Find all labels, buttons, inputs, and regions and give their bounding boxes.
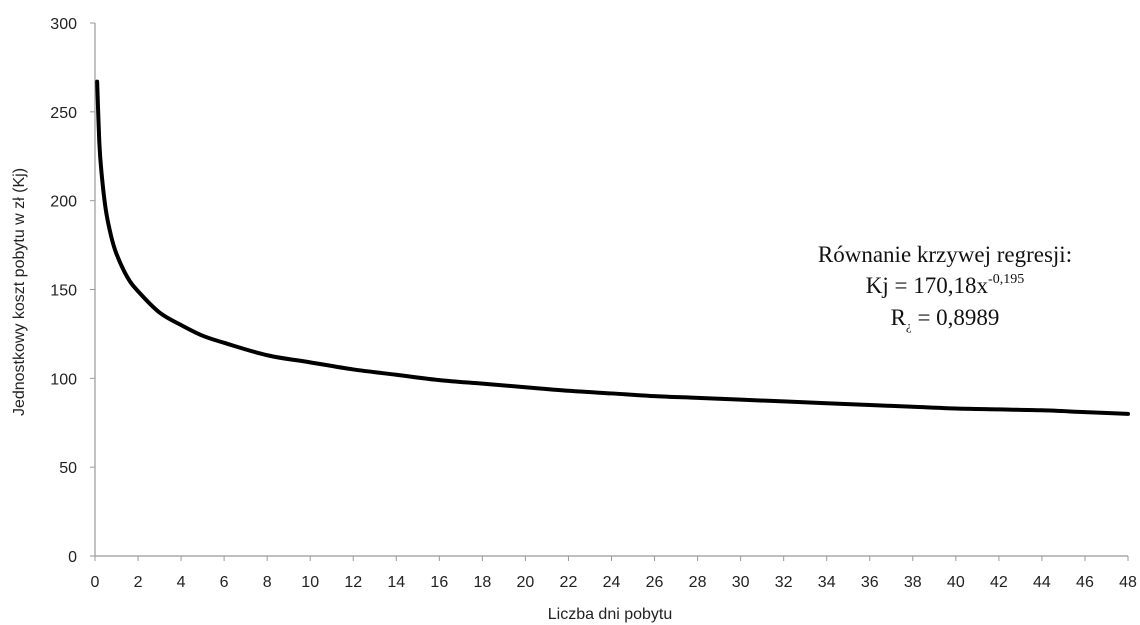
x-tick-label: 24 [603, 574, 621, 591]
x-tick-label: 16 [430, 574, 448, 591]
annotation-title: Równanie krzywej regresji: [818, 242, 1072, 267]
y-tick-label: 100 [50, 371, 77, 388]
r-value: = 0,8989 [912, 305, 1000, 330]
y-axis-ticks: 0 50 100 150 200 250 300 [50, 16, 95, 566]
x-tick-label: 32 [775, 574, 793, 591]
x-tick-label: 10 [301, 574, 319, 591]
x-tick-label: 26 [646, 574, 664, 591]
x-tick-label: 28 [689, 574, 707, 591]
y-tick-label: 300 [50, 16, 77, 33]
r-subscript: ¿ [906, 318, 912, 333]
x-tick-label: 34 [818, 574, 836, 591]
y-tick-label: 50 [59, 460, 77, 477]
x-tick-label: 12 [344, 574, 362, 591]
y-tick-label: 200 [50, 194, 77, 211]
regression-curve [95, 79, 1130, 416]
x-tick-label: 6 [220, 574, 229, 591]
x-axis-ticks: 0 2 4 6 8 10 12 14 16 18 20 22 24 26 28 30 32 34 36 38 40 42 4… [91, 556, 1137, 591]
x-tick-label: 22 [560, 574, 578, 591]
y-axis-title: Jednostkowy koszt pobytu w zł (Kj) [11, 168, 28, 416]
r-label: R [891, 305, 907, 330]
x-tick-label: 0 [91, 574, 100, 591]
x-tick-label: 36 [861, 574, 879, 591]
x-tick-label: 14 [387, 574, 405, 591]
x-axis-title: Liczba dni pobytu [548, 606, 673, 623]
x-tick-label: 18 [473, 574, 491, 591]
x-tick-label: 42 [990, 574, 1008, 591]
y-tick-label: 250 [50, 105, 77, 122]
x-tick-label: 48 [1119, 574, 1137, 591]
x-tick-label: 40 [947, 574, 965, 591]
x-tick-label: 20 [517, 574, 535, 591]
x-tick-label: 2 [134, 574, 143, 591]
y-tick-label: 150 [50, 283, 77, 300]
regression-annotation: Równanie krzywej regresji: Kj = 170,18x-… [818, 242, 1072, 333]
x-tick-label: 38 [904, 574, 922, 591]
x-tick-label: 44 [1033, 574, 1051, 591]
x-tick-label: 4 [177, 574, 186, 591]
x-tick-label: 46 [1076, 574, 1094, 591]
equation-prefix: Kj = 170,18x [866, 273, 989, 298]
annotation-r-squared: R¿ = 0,8989 [891, 305, 1000, 333]
x-tick-label: 30 [732, 574, 750, 591]
equation-exponent: -0,195 [988, 272, 1024, 287]
x-tick-label: 8 [263, 574, 272, 591]
y-tick-label: 0 [68, 549, 77, 566]
annotation-equation: Kj = 170,18x-0,195 [866, 272, 1024, 298]
